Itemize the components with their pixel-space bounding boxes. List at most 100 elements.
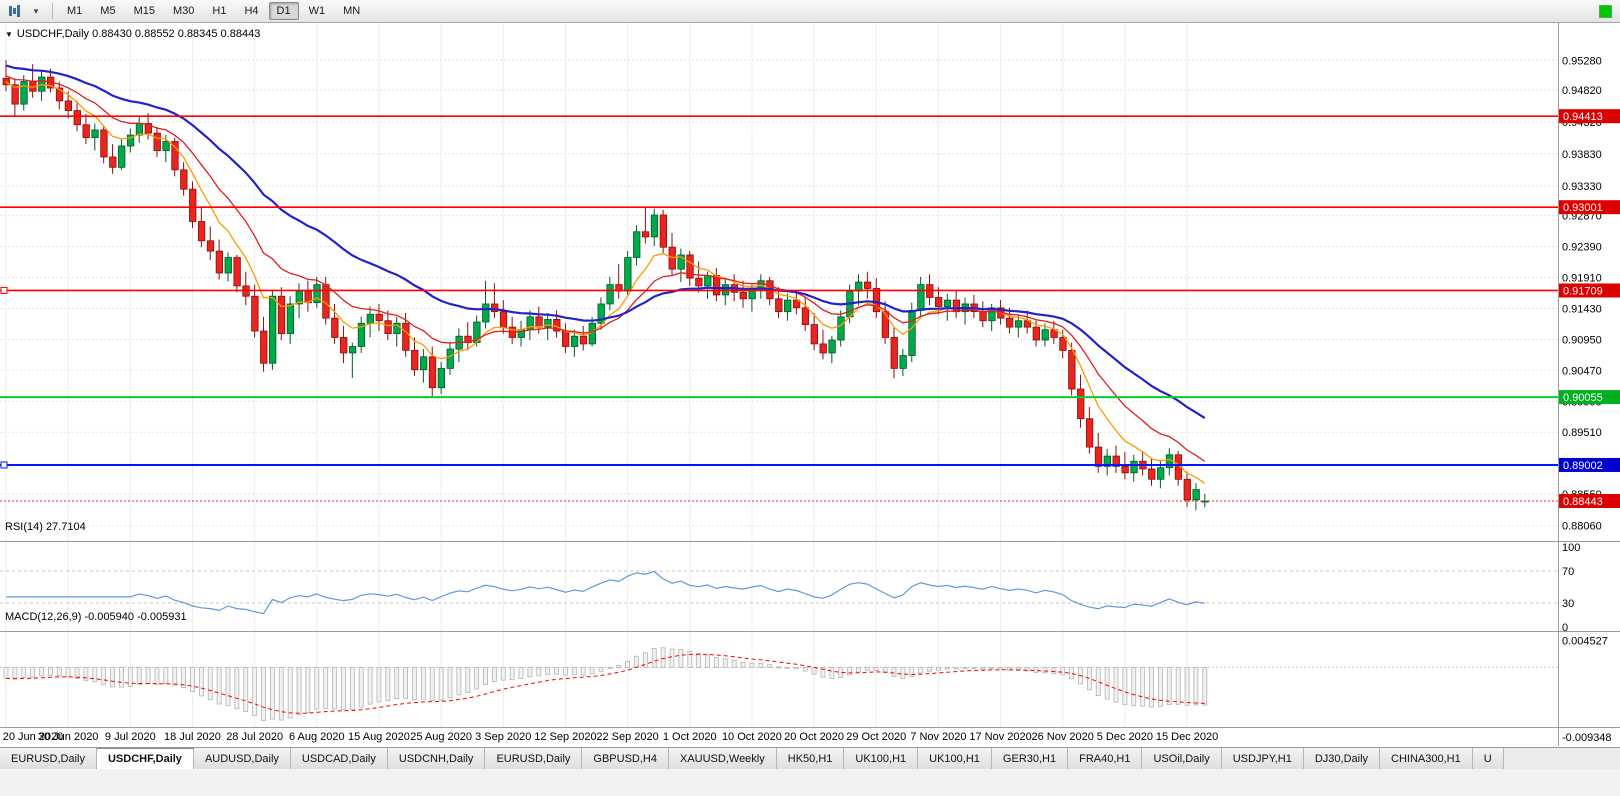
chart-tab-usdcnh-daily[interactable]: USDCNH,Daily <box>387 748 486 769</box>
chart-tab-usdchf-daily[interactable]: USDCHF,Daily <box>96 748 194 769</box>
svg-text:-0.009348: -0.009348 <box>1562 732 1612 744</box>
macd-indicator-label: MACD(12,26,9) -0.005940 -0.005931 <box>5 611 187 623</box>
ma-medium <box>5 75 1206 462</box>
chart-type-bar <box>8 6 12 16</box>
svg-text:70: 70 <box>1562 566 1574 578</box>
chart-type-icon[interactable] <box>4 3 24 20</box>
chart-tab-usdcad-daily[interactable]: USDCAD,Daily <box>290 748 388 769</box>
chart-title-text: USDCHF,Daily 0.88430 0.88552 0.88345 0.8… <box>16 28 261 40</box>
svg-text:0: 0 <box>1562 622 1568 634</box>
chart-tab-usoil-daily[interactable]: USOil,Daily <box>1142 748 1222 769</box>
candles-layer <box>2 60 1209 511</box>
chart-type-bar <box>16 5 20 17</box>
chart-tab-china300-h1[interactable]: CHINA300,H1 <box>1380 748 1473 769</box>
caret-down-icon: ▾ <box>33 5 39 16</box>
svg-text:0.004527: 0.004527 <box>1562 635 1608 647</box>
svg-text:6 Aug 2020: 6 Aug 2020 <box>289 731 345 743</box>
svg-text:0.88060: 0.88060 <box>1562 521 1602 533</box>
svg-text:0.92390: 0.92390 <box>1562 242 1602 254</box>
svg-text:22 Sep 2020: 22 Sep 2020 <box>596 731 658 743</box>
chart-title: ▼ USDCHF,Daily 0.88430 0.88552 0.88345 0.… <box>5 28 260 40</box>
svg-text:18 Jul 2020: 18 Jul 2020 <box>164 731 221 743</box>
timeframe-button-w1[interactable]: W1 <box>301 2 334 20</box>
chart-tab-dj30-daily[interactable]: DJ30,Daily <box>1303 748 1381 769</box>
svg-text:15 Aug 2020: 15 Aug 2020 <box>348 731 410 743</box>
timeframe-button-h1[interactable]: H1 <box>204 2 234 20</box>
svg-text:0.90055: 0.90055 <box>1563 392 1603 404</box>
moving-averages-layer <box>5 64 1206 484</box>
svg-text:20 Oct 2020: 20 Oct 2020 <box>784 731 844 743</box>
chart-tab-uk100-h1[interactable]: UK100,H1 <box>844 748 919 769</box>
svg-text:26 Nov 2020: 26 Nov 2020 <box>1032 731 1094 743</box>
rsi-layer: 100 70 30 0 <box>0 542 1580 634</box>
svg-text:29 Oct 2020: 29 Oct 2020 <box>846 731 906 743</box>
svg-text:0.93830: 0.93830 <box>1562 149 1602 161</box>
svg-text:7 Nov 2020: 7 Nov 2020 <box>910 731 966 743</box>
svg-text:100: 100 <box>1562 542 1580 554</box>
rsi-line <box>6 570 1205 615</box>
chart-type-dropdown-icon[interactable]: ▾ <box>26 3 46 20</box>
svg-text:0.89510: 0.89510 <box>1562 427 1602 439</box>
time-axis[interactable] <box>0 727 1558 746</box>
chart-tab-audusd-daily[interactable]: AUDUSD,Daily <box>193 748 291 769</box>
chart-tab-eurusd-daily[interactable]: EURUSD,Daily <box>485 748 583 769</box>
svg-text:10 Oct 2020: 10 Oct 2020 <box>722 731 782 743</box>
timeframe-button-m15[interactable]: M15 <box>126 2 163 20</box>
svg-text:0.89002: 0.89002 <box>1563 460 1603 472</box>
chart-canvas[interactable]: 0.952800.948200.943200.938300.933300.928… <box>0 23 1620 746</box>
svg-text:12 Sep 2020: 12 Sep 2020 <box>534 731 596 743</box>
chart-tab-xauusd-weekly[interactable]: XAUUSD,Weekly <box>668 748 777 769</box>
svg-text:0.93001: 0.93001 <box>1563 202 1603 214</box>
chart-tab-hk50-h1[interactable]: HK50,H1 <box>776 748 845 769</box>
svg-text:28 Jul 2020: 28 Jul 2020 <box>226 731 283 743</box>
svg-text:30 Jun 2020: 30 Jun 2020 <box>38 731 99 743</box>
timeframe-button-m30[interactable]: M30 <box>165 2 202 20</box>
svg-text:0.95280: 0.95280 <box>1562 55 1602 67</box>
chart-tab-gbpusd-h4[interactable]: GBPUSD,H4 <box>582 748 669 769</box>
svg-text:9 Jul 2020: 9 Jul 2020 <box>105 731 156 743</box>
timeframe-button-mn[interactable]: MN <box>335 2 368 20</box>
price-axis[interactable] <box>1558 23 1620 746</box>
svg-text:1 Oct 2020: 1 Oct 2020 <box>663 731 717 743</box>
chart-tab-uk100-h1[interactable]: UK100,H1 <box>918 748 992 769</box>
svg-text:0.94820: 0.94820 <box>1562 85 1602 97</box>
timeframe-button-m1[interactable]: M1 <box>59 2 90 20</box>
svg-text:0.91709: 0.91709 <box>1563 285 1603 297</box>
toolbar: ▾ M1 M5 M15 M30 H1 H4 D1 W1 MN <box>0 0 1620 23</box>
svg-text:15 Dec 2020: 15 Dec 2020 <box>1156 731 1218 743</box>
frame-layer <box>0 23 1620 746</box>
svg-text:20 Jun 2020: 20 Jun 2020 <box>3 731 64 743</box>
rsi-indicator-label: RSI(14) 27.7104 <box>5 521 86 533</box>
macd-signal-line <box>5 653 1205 714</box>
timeframe-button-d1[interactable]: D1 <box>268 2 299 20</box>
ma-slow <box>5 64 1206 420</box>
chart-tab-eurusd-daily[interactable]: EURUSD,Daily <box>0 748 97 769</box>
timeframe-button-m5[interactable]: M5 <box>92 2 123 20</box>
chart-tab-usdjpy-h1[interactable]: USDJPY,H1 <box>1221 748 1304 769</box>
chart-area <box>0 23 1620 746</box>
timeframe-buttons: M1 M5 M15 M30 H1 H4 D1 W1 MN <box>59 2 368 20</box>
symbol-dropdown-icon: ▼ <box>5 30 13 39</box>
chart-tab-u[interactable]: U <box>1472 748 1504 769</box>
grid-layer <box>0 23 1558 727</box>
svg-text:17 Nov 2020: 17 Nov 2020 <box>969 731 1031 743</box>
chart-tab-fra40-h1[interactable]: FRA40,H1 <box>1068 748 1143 769</box>
timeframe-button-h4[interactable]: H4 <box>236 2 266 20</box>
svg-text:0.88443: 0.88443 <box>1563 496 1603 508</box>
svg-text:30: 30 <box>1562 598 1574 610</box>
svg-text:0.94413: 0.94413 <box>1563 111 1603 123</box>
svg-text:0.91430: 0.91430 <box>1562 303 1602 315</box>
ma-fast <box>5 81 1206 484</box>
svg-text:0.93330: 0.93330 <box>1562 181 1602 193</box>
chart-tab-ger30-h1[interactable]: GER30,H1 <box>991 748 1069 769</box>
svg-text:25 Aug 2020: 25 Aug 2020 <box>410 731 472 743</box>
chart-type-bar <box>12 8 16 14</box>
svg-text:5 Dec 2020: 5 Dec 2020 <box>1097 731 1153 743</box>
svg-text:0.90470: 0.90470 <box>1562 365 1602 377</box>
svg-text:3 Sep 2020: 3 Sep 2020 <box>475 731 531 743</box>
svg-text:0.91910: 0.91910 <box>1562 273 1602 285</box>
macd-layer: 0.004527 -0.009348 <box>0 635 1612 744</box>
price-axis-labels: 0.952800.948200.943200.938300.933300.928… <box>1559 55 1620 533</box>
